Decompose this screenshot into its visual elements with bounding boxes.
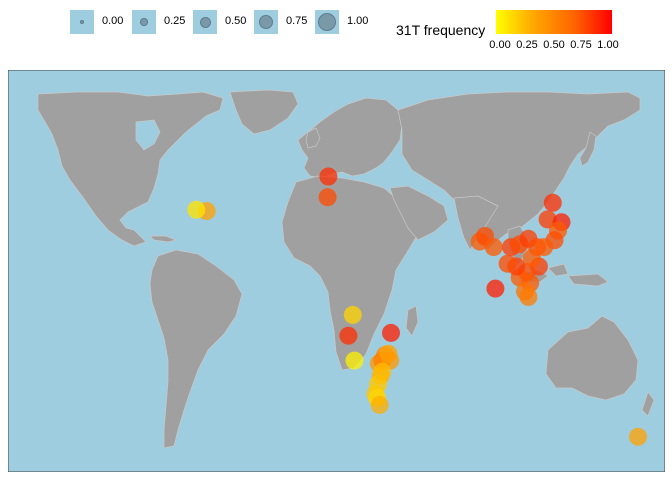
size-legend-dot [318, 13, 336, 31]
data-point [486, 279, 505, 298]
size-legend-dot [80, 20, 84, 24]
size-legend-dot [258, 14, 274, 30]
color-legend-tick [554, 34, 555, 38]
color-legend-bar [496, 10, 612, 34]
size-legend-key [193, 10, 217, 34]
australia [545, 315, 639, 401]
size-legend-dot [140, 18, 148, 26]
europe [297, 97, 403, 179]
data-point [484, 238, 503, 257]
size-legend-dot [199, 16, 211, 28]
color-legend-tick-label: 0.50 [543, 39, 565, 51]
size-legend-label: 0.75 [286, 15, 308, 27]
size-legend-label: 0.00 [102, 15, 124, 27]
color-legend-tick-label: 0.25 [516, 39, 538, 51]
size-legend-label: 0.25 [164, 15, 186, 27]
new-zealand [641, 391, 655, 417]
cuba [149, 235, 177, 243]
data-point [343, 305, 362, 324]
data-point [535, 238, 554, 257]
data-points [187, 167, 647, 446]
size-legend-label: 0.50 [225, 15, 247, 27]
data-point [187, 200, 206, 219]
color-legend-tick [500, 34, 501, 38]
color-legend-tick [527, 34, 528, 38]
data-point [373, 362, 392, 381]
data-point [318, 188, 337, 207]
data-point [382, 323, 400, 342]
world-map [8, 70, 665, 472]
japan [579, 131, 597, 167]
data-point [543, 193, 562, 212]
data-point [319, 167, 338, 186]
data-point [345, 351, 364, 370]
color-legend-tick [608, 34, 609, 38]
britain [305, 127, 321, 149]
north-america [37, 91, 224, 247]
size-legend-key [70, 10, 94, 34]
data-point [629, 427, 647, 446]
hudson-bay [135, 119, 161, 151]
madagascar [405, 305, 419, 337]
size-legend-key [132, 10, 156, 34]
greenland [229, 89, 299, 135]
color-legend-title: 31T frequency [396, 22, 486, 38]
data-point [339, 326, 358, 345]
data-point [522, 249, 541, 268]
arabia [389, 185, 449, 241]
size-legend-label: 1.00 [347, 15, 369, 27]
color-legend-tick-label: 1.00 [597, 39, 619, 51]
color-legend-tick [581, 34, 582, 38]
data-point [519, 287, 538, 306]
data-point [370, 395, 389, 414]
africa [281, 175, 419, 371]
south-america [149, 249, 243, 449]
color-legend-tick-label: 0.75 [570, 39, 592, 51]
size-legend-key [254, 10, 278, 34]
land [37, 89, 655, 449]
size-legend-key [315, 10, 339, 34]
color-legend-tick-label: 0.00 [489, 39, 511, 51]
data-point [498, 254, 517, 273]
